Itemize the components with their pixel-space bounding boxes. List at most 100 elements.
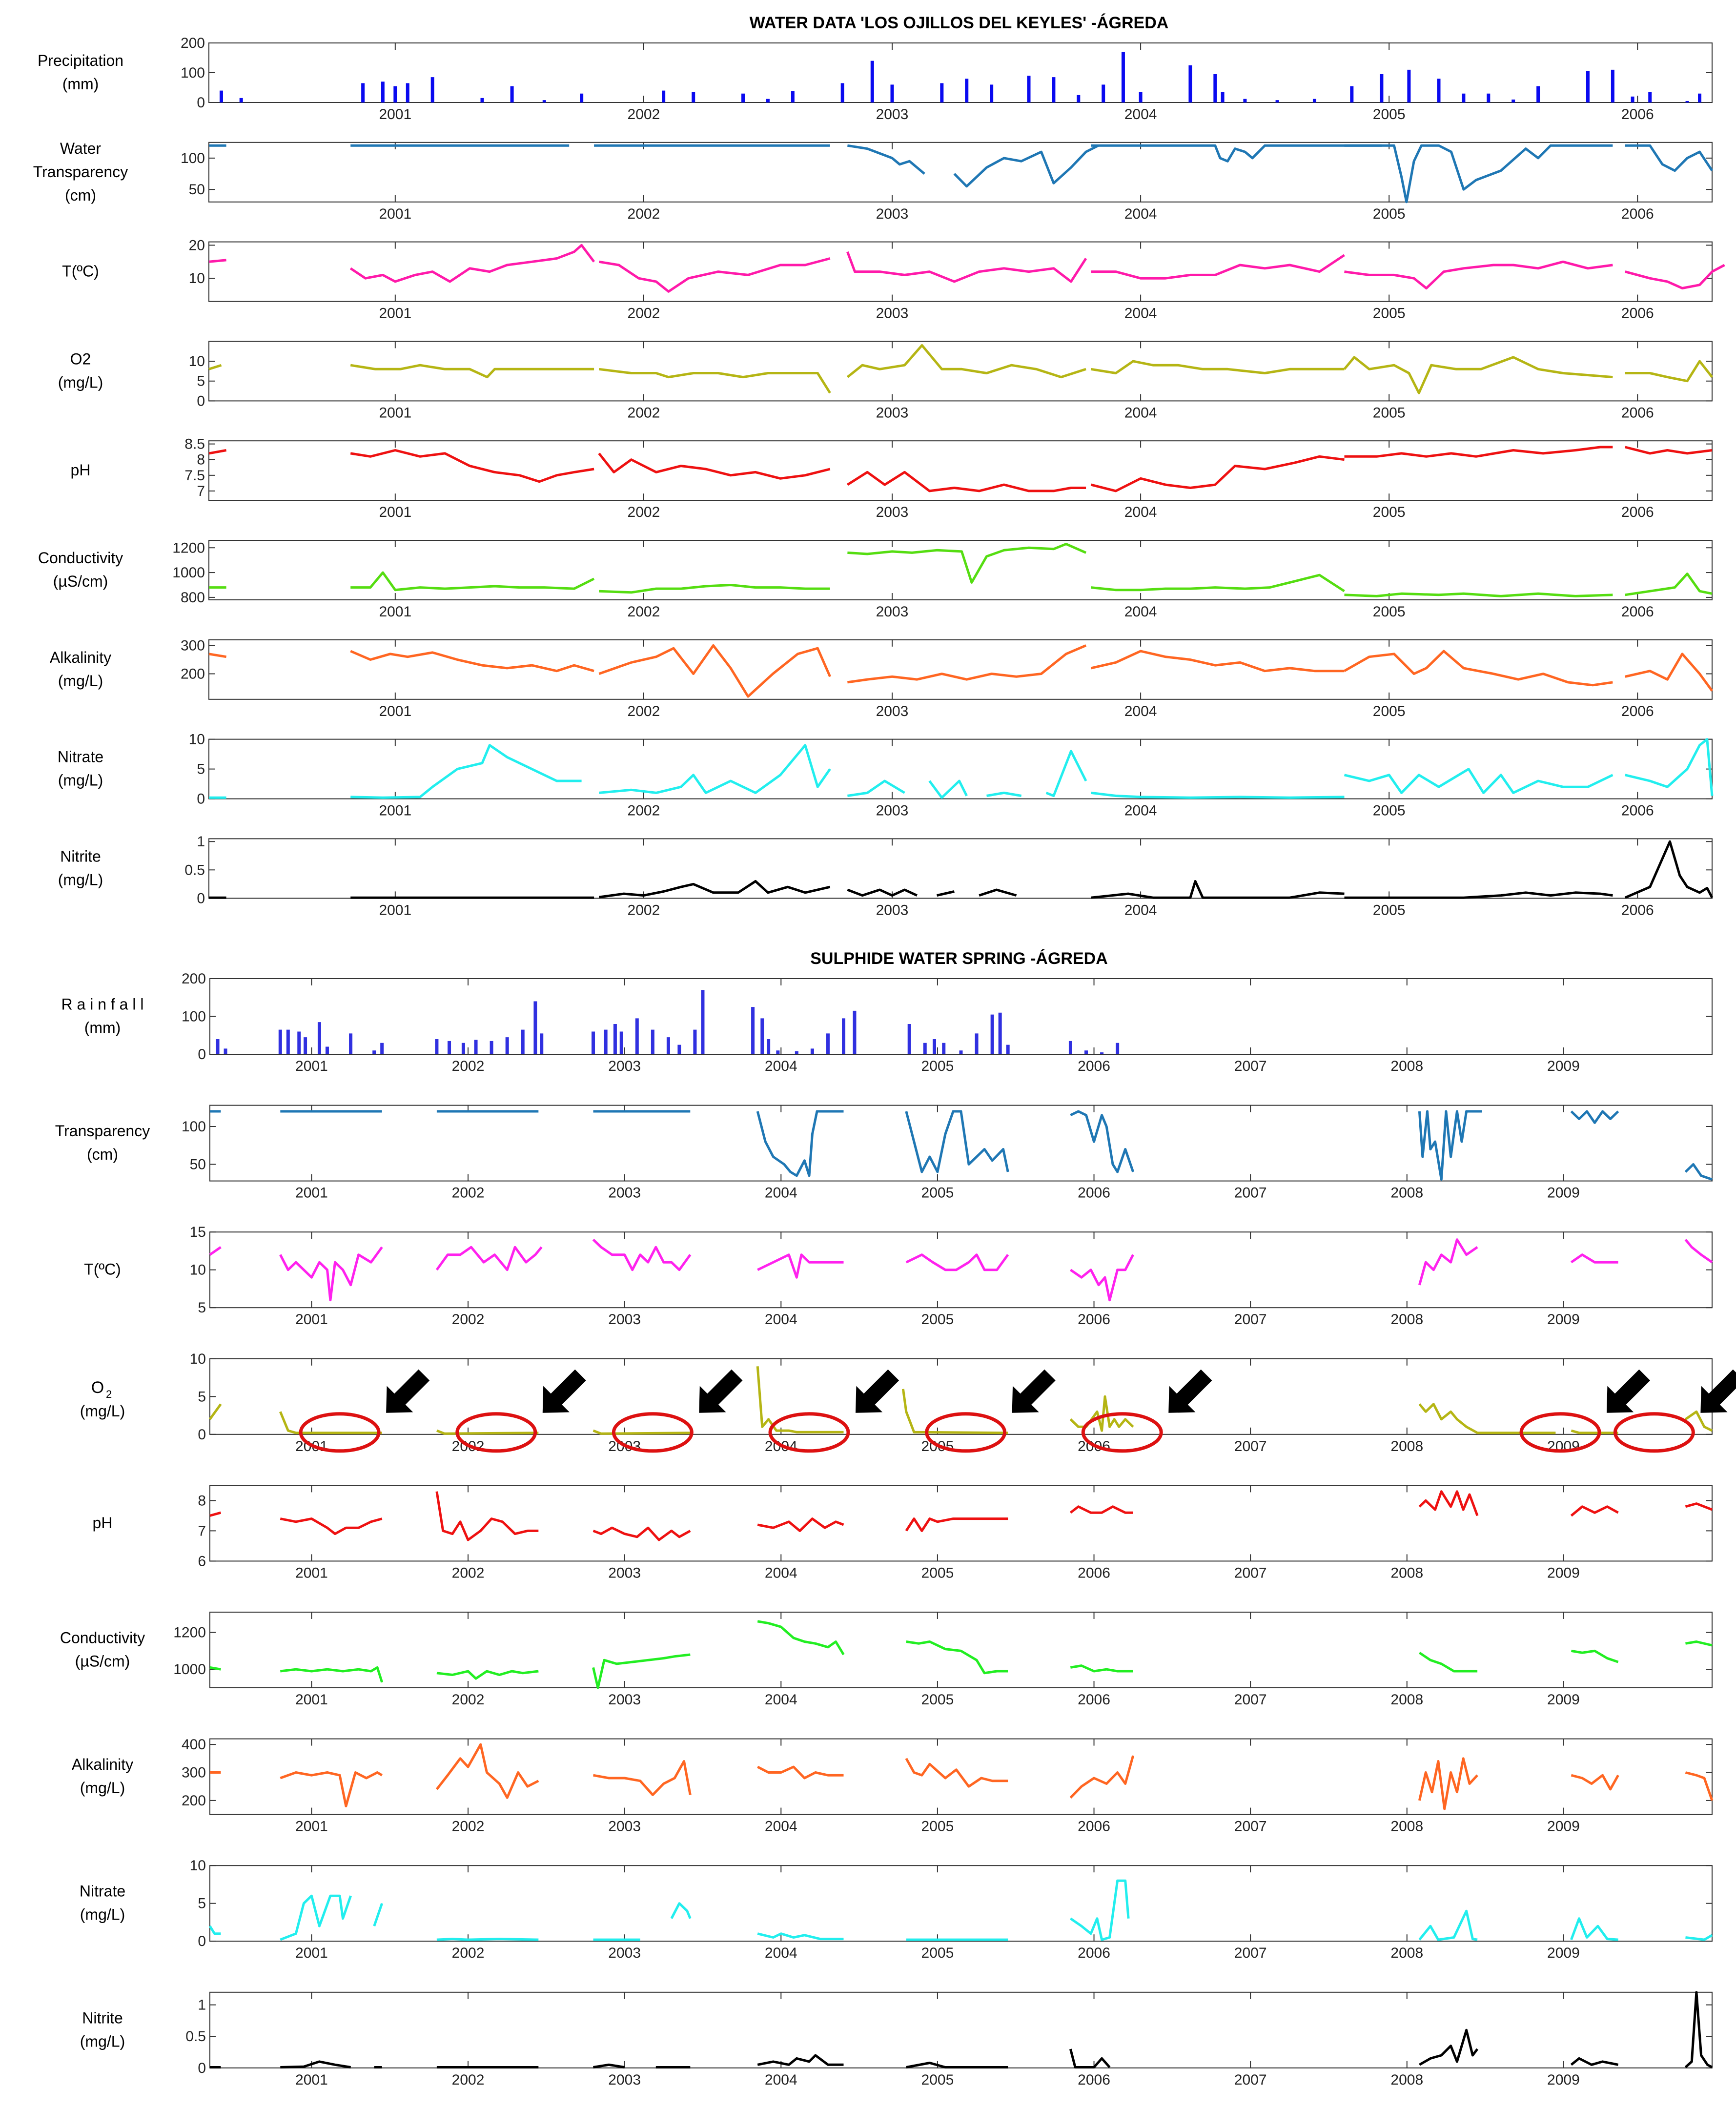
y-tick-label: 100 — [181, 65, 205, 81]
x-tick-label: 2009 — [1547, 1058, 1580, 1074]
series-line — [1685, 1410, 1713, 1432]
y-tick-label: 5 — [198, 1896, 206, 1912]
x-tick-label: 2004 — [1124, 703, 1157, 719]
row-label: O2 — [70, 350, 91, 368]
series-line — [847, 888, 918, 897]
x-tick-label: 2007 — [1234, 1692, 1267, 1708]
series-line — [756, 1366, 844, 1433]
subplot-o2: 0 5 10 2001 2002 2003 2004 2005 2006 O2 (mg/L) — [58, 341, 1713, 421]
arrow-icon — [1700, 1369, 1736, 1413]
series-line — [1091, 254, 1345, 280]
x-tick-label: 2001 — [295, 1565, 328, 1581]
y-tick-label: 7 — [198, 1523, 206, 1539]
arrow-shape — [1700, 1369, 1736, 1413]
arrow-icon — [386, 1369, 430, 1413]
series-line — [1090, 455, 1345, 492]
x-tick-label: 2001 — [379, 206, 411, 222]
series-line — [756, 1110, 844, 1177]
series-line — [1069, 1879, 1130, 1941]
row-label: (cm) — [65, 186, 96, 204]
subplot-frame — [208, 540, 1713, 600]
x-tick-label: 2003 — [608, 1058, 641, 1074]
x-tick-label: 2009 — [1547, 1945, 1580, 1961]
series-line — [435, 1246, 543, 1271]
subplot-frame — [208, 838, 1713, 899]
x-tick-label: 2006 — [1621, 703, 1654, 719]
x-tick-label: 2006 — [1078, 1945, 1110, 1961]
series-line — [1344, 446, 1613, 458]
x-tick-label: 2002 — [452, 2072, 485, 2088]
x-tick-label: 2008 — [1390, 1185, 1423, 1201]
x-tick-label: 2006 — [1621, 206, 1654, 222]
y-tick-label: 8 — [197, 452, 205, 468]
series-line — [1344, 260, 1613, 289]
series-line — [279, 1411, 382, 1434]
series-line — [373, 1903, 384, 1927]
x-tick-label: 2006 — [1078, 1185, 1110, 1201]
x-tick-label: 2005 — [921, 1311, 954, 1328]
x-tick-label: 2003 — [876, 206, 909, 222]
series-line — [208, 1925, 221, 1935]
series-line — [598, 257, 831, 293]
subplot-frame — [209, 1738, 1713, 1815]
x-tick-label: 2007 — [1234, 1311, 1267, 1328]
x-tick-label: 2001 — [379, 902, 411, 918]
x-tick-label: 2004 — [1124, 306, 1157, 322]
row-label: (mg/L) — [80, 1402, 125, 1420]
y-tick-label: 100 — [182, 1009, 206, 1025]
series-line — [593, 2063, 625, 2068]
x-tick-label: 2008 — [1390, 1945, 1423, 1961]
y-tick-label: 1 — [198, 1997, 206, 2013]
arrow-shape — [1168, 1369, 1212, 1413]
series-line — [598, 644, 831, 698]
x-tick-label: 2001 — [379, 703, 411, 719]
x-tick-label: 2005 — [1373, 604, 1406, 620]
x-tick-label: 2001 — [379, 604, 411, 620]
series-line — [208, 1403, 222, 1420]
series-line — [598, 452, 831, 480]
x-tick-label: 2007 — [1234, 1565, 1267, 1581]
x-tick-label: 2004 — [1124, 106, 1157, 123]
x-tick-label: 2003 — [876, 703, 909, 719]
x-tick-label: 2005 — [1373, 803, 1406, 819]
series-line — [1091, 573, 1345, 593]
x-tick-label: 2008 — [1390, 1565, 1423, 1581]
x-tick-label: 2005 — [1373, 405, 1406, 421]
y-tick-label: 1200 — [173, 1625, 206, 1641]
arrow-icon — [1606, 1369, 1651, 1413]
x-tick-label: 2008 — [1390, 1819, 1423, 1835]
arrow-shape — [855, 1369, 899, 1413]
series-line — [1571, 1649, 1619, 1663]
row-label: (mg/L) — [58, 672, 103, 690]
y-tick-label: 5 — [198, 1389, 206, 1405]
x-tick-label: 2004 — [765, 1185, 797, 1201]
x-tick-label: 2002 — [452, 1185, 485, 1201]
y-tick-label: 20 — [189, 237, 205, 253]
subplot-frame — [209, 1991, 1713, 2068]
series-line — [1090, 650, 1345, 673]
series-line — [350, 364, 594, 379]
series-line — [670, 1902, 692, 1919]
x-tick-label: 2007 — [1234, 2072, 1267, 2088]
series-line — [592, 1653, 691, 1689]
y-tick-label: 0 — [198, 2060, 206, 2076]
series-line — [1685, 1640, 1713, 1647]
subplot-nitrate2: 0 5 10 2001 2002 2003 2004 2005 2006 2007 2008 2009… — [80, 1858, 1713, 1961]
x-tick-label: 2002 — [628, 206, 660, 222]
series-line — [350, 571, 595, 592]
x-tick-label: 2003 — [608, 1311, 641, 1328]
series-line — [1069, 1755, 1135, 1799]
series-line — [905, 1253, 1009, 1271]
x-tick-label: 2004 — [1124, 803, 1157, 819]
subplot-frame — [209, 1865, 1713, 1942]
subplot-frame — [209, 1485, 1713, 1562]
subplot-nitrite: 0 0.5 1 2001 2002 2003 2004 2005 2006 Nitrite (mg/… — [58, 834, 1714, 918]
x-tick-label: 2003 — [608, 2072, 641, 2088]
series-line — [598, 368, 831, 394]
subplot-transparency: 50 100 2001 2002 2003 2004 2005 2006 2007 2008 200… — [55, 1105, 1713, 1201]
x-tick-label: 2009 — [1547, 1565, 1580, 1581]
row-label: pH — [71, 461, 91, 479]
x-tick-label: 2005 — [921, 1565, 954, 1581]
series-line — [1625, 144, 1714, 172]
